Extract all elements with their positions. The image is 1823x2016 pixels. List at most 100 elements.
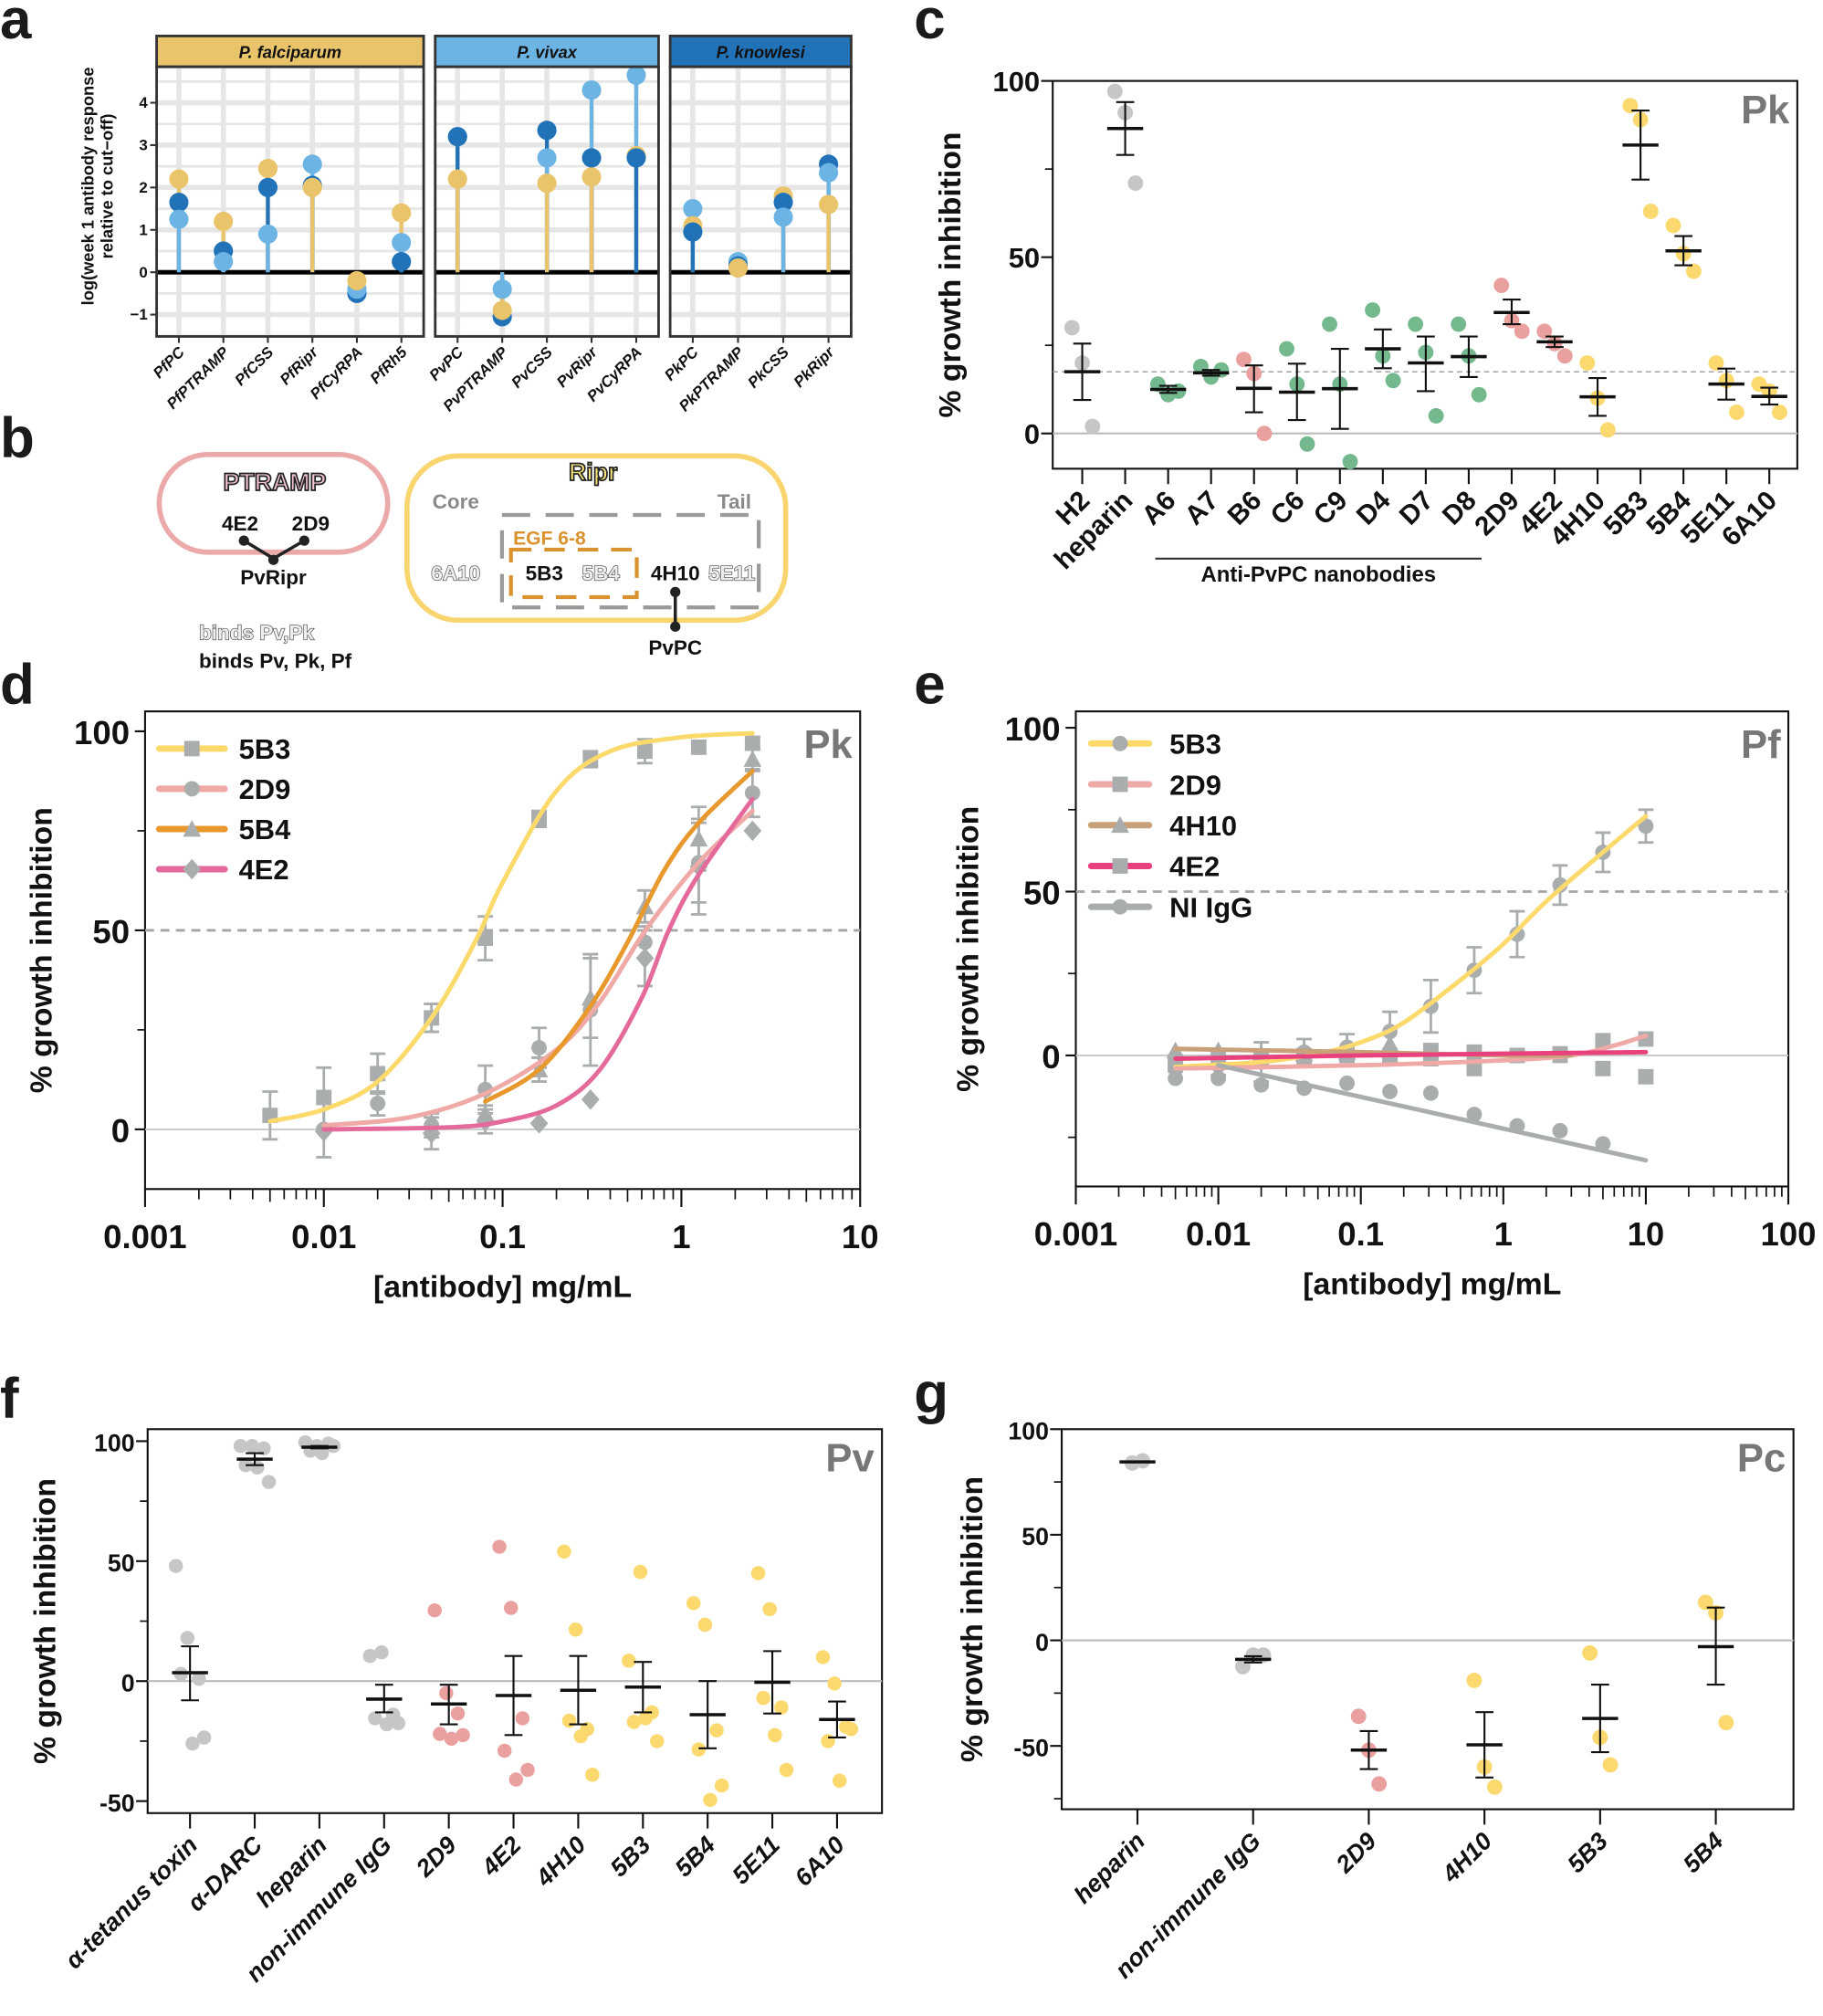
y-tick-label: 100 <box>993 66 1041 98</box>
facet-title: P. vivax <box>517 42 578 61</box>
nanobody-5B4: 5B4 <box>582 562 621 585</box>
data-point <box>1236 352 1252 368</box>
data-point <box>1718 1715 1734 1731</box>
data-point <box>1622 98 1639 114</box>
fit-curve-5B3 <box>267 730 755 1124</box>
x-tick-label: PfPC <box>150 343 189 383</box>
panel-label-g: g <box>914 1362 948 1425</box>
x-tick-label: 5E11 <box>727 1831 785 1889</box>
legend-entry-4H10: 4H10 <box>1087 810 1237 842</box>
circle-marker <box>1339 1076 1356 1091</box>
data-point <box>1385 373 1401 389</box>
data-point <box>245 1438 259 1454</box>
legend-entry-5B3: 5B3 <box>155 733 291 765</box>
pvpc-connector <box>670 586 681 632</box>
data-point <box>1256 425 1273 442</box>
data-point <box>1697 1594 1713 1611</box>
data-point <box>391 1716 405 1730</box>
data-point <box>257 1441 271 1456</box>
x-axis-label: [antibody] mg/mL <box>373 1269 632 1304</box>
facet-strip <box>155 34 425 68</box>
lollipop-dot <box>492 279 512 299</box>
lollipop-dot <box>214 252 234 272</box>
circle-marker <box>1112 735 1128 751</box>
circle-marker <box>1210 1070 1227 1087</box>
data-point <box>1106 83 1123 100</box>
y-tick-label: 100 <box>1005 710 1061 748</box>
category-5B4: 5B4 <box>1640 217 1702 541</box>
category-heparin: heparin <box>251 1434 341 1913</box>
data-point <box>561 1713 577 1728</box>
nanobody-2D9: 2D9 <box>292 512 330 535</box>
panel-label-e: e <box>914 654 945 717</box>
x-tick-label: PvCSS <box>508 343 556 392</box>
y-tick-label: 1 <box>139 221 147 238</box>
data-point <box>450 1706 466 1721</box>
data-point <box>1486 1779 1503 1795</box>
data-point <box>1279 341 1294 357</box>
data-point <box>1514 323 1530 340</box>
lollipop-dot <box>581 148 602 168</box>
category-6A10: 6A10 <box>1716 376 1787 552</box>
data-point <box>444 1731 459 1747</box>
fit-curve-NI IgG <box>1216 1063 1649 1163</box>
y-tick-label: 0 <box>111 1112 130 1150</box>
x-tick-label: 0.1 <box>1337 1215 1384 1253</box>
square-marker <box>1112 776 1128 793</box>
lollipop-dot <box>257 224 278 244</box>
data-point <box>374 1644 389 1660</box>
legend-label: 5B3 <box>239 733 291 765</box>
y-tick-label: 50 <box>1023 875 1061 912</box>
circle-marker <box>1552 877 1568 893</box>
data-point <box>714 1778 729 1793</box>
data-point <box>768 1727 782 1743</box>
circle-marker <box>1112 898 1128 915</box>
y-axis-label: % growth inhibition <box>951 806 986 1092</box>
y-tick-label: 0 <box>121 1669 135 1696</box>
panel-b-diagram: PTRAMP 4E2 2D9 PvRipr Ripr Core Tail EGF… <box>156 452 789 672</box>
data-point <box>250 1460 265 1475</box>
circle-marker <box>370 1096 386 1111</box>
triangle-marker <box>1380 1034 1399 1052</box>
y-tick-label: 50 <box>108 1549 135 1577</box>
facet-frame <box>668 65 853 338</box>
diamond-marker <box>529 1113 549 1134</box>
x-tick-label: 0.1 <box>479 1218 526 1255</box>
ripr-capsule <box>403 453 789 624</box>
data-point <box>1556 348 1573 364</box>
data-point <box>626 1715 642 1729</box>
lollipop-dot <box>581 167 602 187</box>
fit-curve-4E2 <box>1173 1049 1649 1061</box>
x-tick-label: PkPC <box>661 343 702 384</box>
data-point <box>1665 217 1682 234</box>
nanobody-4E2: 4E2 <box>222 512 258 535</box>
facet-title: P. falciparum <box>239 42 341 61</box>
panel-d-chart: 0 50 100 0.001 0.01 0.1 1 10 [antibody] mg/mL % g… <box>24 710 879 1304</box>
y-tick-label: 0 <box>139 264 147 281</box>
species-label: Pv <box>825 1437 875 1481</box>
fit-curve-2D9 <box>321 808 755 1129</box>
category-α-tetanus toxin: α-tetanus toxin <box>59 1559 212 1974</box>
data-point <box>585 1767 600 1782</box>
category-C6: C6 <box>1265 341 1315 531</box>
y-tick-label: 100 <box>74 714 130 751</box>
tail-label: Tail <box>718 490 751 513</box>
x-tick-label: C9 <box>1308 486 1354 531</box>
facet-strip <box>434 34 660 68</box>
category-5B3: 5B3 <box>605 1564 665 1882</box>
plot-frame <box>1060 1428 1795 1811</box>
lollipop-dot <box>626 65 646 85</box>
category-4E2: 4E2 <box>476 1539 535 1882</box>
facet-title: P. knowlesi <box>717 42 806 61</box>
lollipop-dot <box>347 270 367 290</box>
data-point <box>1772 404 1787 420</box>
square-marker <box>690 739 707 755</box>
ptramp-title: PTRAMP <box>224 468 327 496</box>
data-point <box>1127 175 1144 192</box>
core-label: Core <box>433 490 479 513</box>
data-point <box>1685 263 1702 279</box>
category-D4: D4 <box>1351 302 1401 531</box>
data-point <box>515 1711 530 1726</box>
